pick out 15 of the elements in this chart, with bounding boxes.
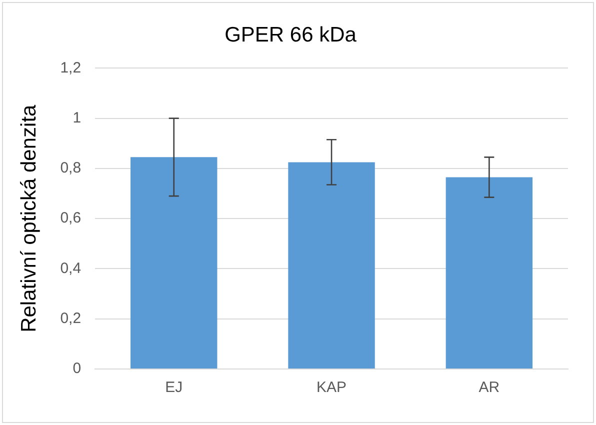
bar [446, 177, 533, 368]
y-tick-label: 0,6 [60, 210, 82, 227]
y-tick-label: 0,2 [60, 310, 82, 328]
x-tick-label: AR [478, 379, 500, 396]
chart-title: GPER 66 kDa [224, 23, 357, 46]
x-tick-label: EJ [165, 379, 183, 396]
y-tick-label: 1,2 [60, 59, 82, 76]
y-tick-label: 0 [72, 360, 82, 378]
x-tick-label: KAP [316, 379, 347, 396]
y-tick-label: 0,8 [60, 160, 82, 177]
bar [288, 162, 375, 368]
bar [130, 157, 218, 368]
y-tick-label: 0,4 [60, 260, 82, 277]
y-axis-title: Relativní optická denzita [17, 104, 40, 332]
y-tick-label: 1 [72, 109, 82, 126]
